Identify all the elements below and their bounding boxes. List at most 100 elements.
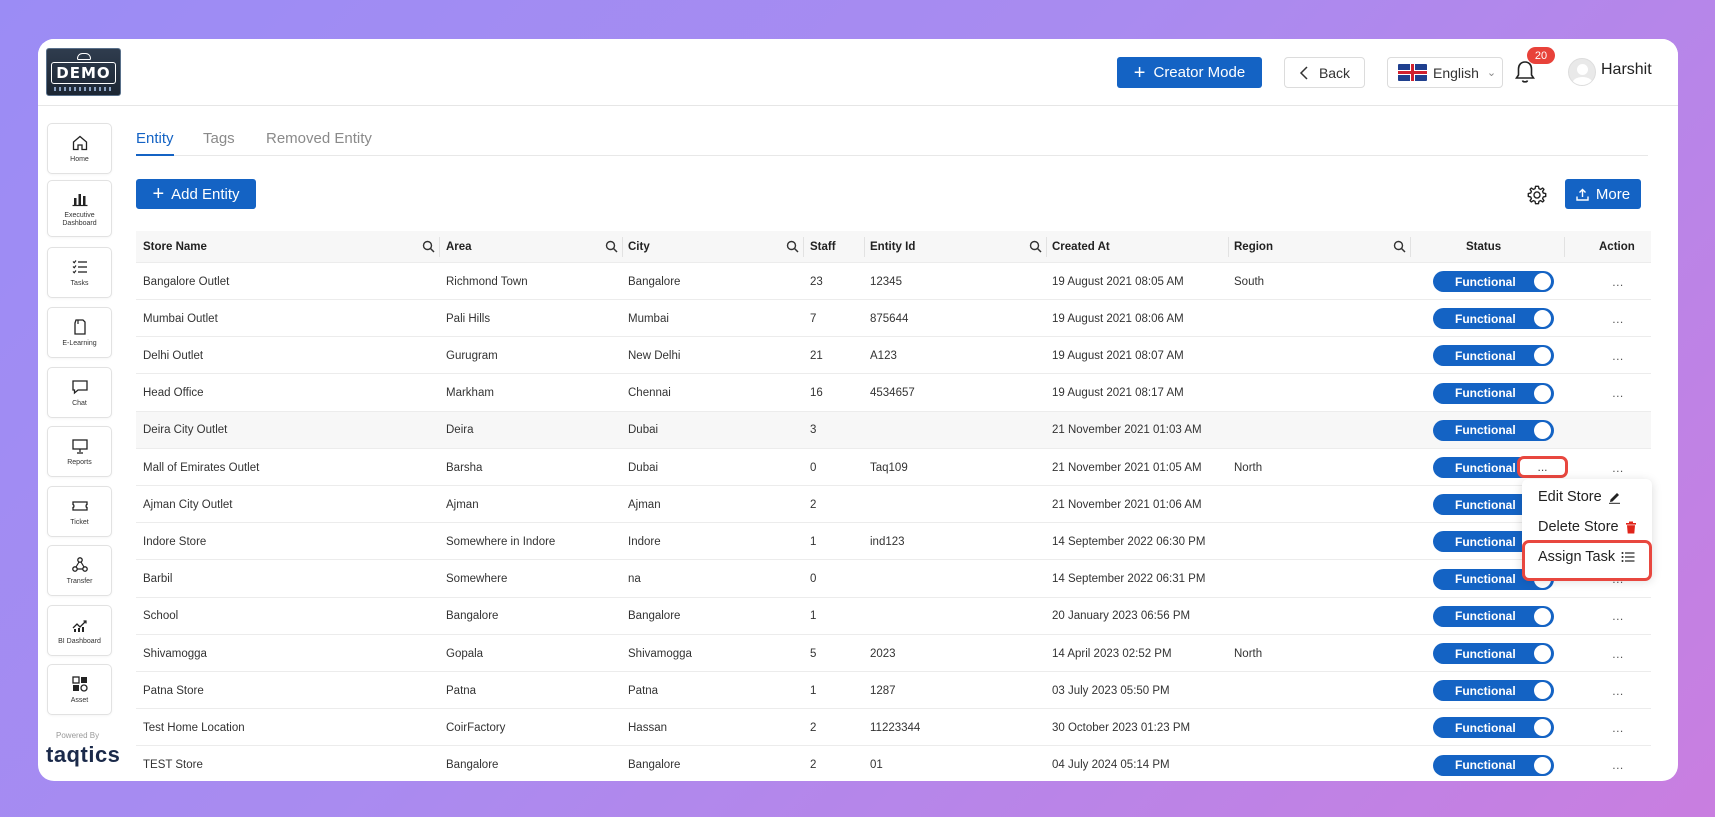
table-row[interactable]: Head Office Markham Chennai 16 4534657 19 Aug… (136, 374, 1651, 412)
notification-badge: 20 (1527, 47, 1555, 64)
status-toggle[interactable]: Functional (1433, 643, 1554, 664)
table-row[interactable]: Ajman City Outlet Ajman Ajman 2 21 November … (136, 486, 1651, 524)
row-action-button[interactable]: ... (1612, 646, 1624, 661)
row-action-button[interactable]: ... (1612, 758, 1624, 773)
cell-area: Deira (446, 424, 474, 437)
table-row[interactable]: Patna Store Patna Patna 1 1287 03 July 2023 0… (136, 672, 1651, 710)
search-icon[interactable] (786, 240, 799, 253)
column-divider (1410, 237, 1411, 257)
cell-area: Richmond Town (446, 275, 528, 288)
row-action-menu: Edit Store Delete Store Assign Task (1522, 479, 1652, 579)
tab-removed-entity[interactable]: Removed Entity (266, 130, 372, 147)
plus-icon: + (1133, 61, 1146, 84)
sidebar-item-transfer[interactable]: Transfer (47, 545, 112, 596)
status-toggle[interactable]: Functional (1433, 754, 1554, 776)
assign-task-menu-item[interactable]: Assign Task (1538, 549, 1635, 565)
cell-store-name: Indore Store (143, 535, 207, 548)
sidebar-label: BI Dashboard (58, 637, 101, 645)
status-toggle[interactable]: Functional (1433, 271, 1554, 292)
sidebar-item-reports[interactable]: Reports (47, 426, 112, 477)
cell-created-at: 14 September 2022 06:31 PM (1052, 573, 1206, 586)
row-action-button[interactable]: ... (1612, 609, 1624, 624)
cloud-icon (76, 53, 91, 60)
column-header-region[interactable]: Region (1234, 241, 1273, 253)
sidebar-item-home[interactable]: Home (47, 123, 112, 174)
search-icon[interactable] (1029, 240, 1042, 253)
row-action-button[interactable]: ... (1612, 386, 1624, 401)
table-row[interactable]: Barbil Somewhere na 0 14 September 2022 06:3… (136, 560, 1651, 598)
cell-city: Shivamogga (628, 647, 692, 660)
sidebar-item-executive-dashboard[interactable]: Executive Dashboard (47, 180, 112, 237)
table-row[interactable]: School Bangalore Bangalore 1 20 January 2023… (136, 597, 1651, 635)
row-action-button[interactable]: ... (1612, 311, 1624, 326)
status-toggle[interactable]: Functional (1433, 382, 1554, 404)
cell-staff: 23 (810, 275, 823, 288)
demo-logo[interactable]: DEMO (46, 48, 121, 96)
column-header-status[interactable]: Status (1466, 241, 1502, 253)
cell-entity-id: 1287 (870, 684, 896, 697)
tab-entity[interactable]: Entity (136, 130, 174, 147)
column-header-entity-id[interactable]: Entity Id (870, 241, 916, 253)
row-action-button[interactable]: ... (1612, 348, 1624, 363)
bell-icon[interactable] (1513, 59, 1537, 85)
gear-icon[interactable] (1526, 184, 1548, 206)
table-row[interactable]: Shivamogga Gopala Shivamogga 5 2023 14 April … (136, 635, 1651, 672)
column-header-staff[interactable]: Staff (810, 241, 836, 253)
table-row[interactable]: Indore Store Somewhere in Indore Indore 1 in… (136, 523, 1651, 561)
row-action-button[interactable]: ... (1612, 274, 1624, 289)
status-toggle[interactable]: Functional (1433, 419, 1554, 441)
more-button[interactable]: More (1565, 179, 1641, 209)
status-toggle[interactable]: Functional (1433, 717, 1554, 739)
add-entity-button[interactable]: + Add Entity (136, 179, 256, 209)
row-action-button[interactable]: ... (1612, 683, 1624, 698)
cell-city: Chennai (628, 387, 671, 400)
sidebar-item-tasks[interactable]: Tasks (47, 247, 112, 298)
column-header-created-at[interactable]: Created At (1052, 241, 1110, 253)
table-row[interactable]: Deira City Outlet Deira Dubai 3 21 November … (136, 411, 1651, 449)
column-header-store-name[interactable]: Store Name (143, 241, 207, 253)
creator-mode-button[interactable]: + Creator Mode (1117, 57, 1262, 88)
avatar[interactable] (1568, 58, 1596, 86)
cell-store-name: Barbil (143, 573, 173, 586)
status-toggle[interactable]: Functional (1433, 680, 1554, 702)
sidebar-item-asset[interactable]: Asset (47, 664, 112, 715)
status-label: Functional (1455, 609, 1516, 624)
table-row[interactable]: Test Home Location CoirFactory Hassan 2 1122… (136, 709, 1651, 747)
edit-store-menu-item[interactable]: Edit Store (1538, 489, 1621, 505)
column-header-area[interactable]: Area (446, 241, 472, 253)
row-action-button[interactable]: ... (1612, 720, 1624, 735)
sidebar-item-chat[interactable]: Chat (47, 367, 112, 418)
toggle-knob (1534, 756, 1551, 774)
row-action-button[interactable]: ... (1612, 460, 1624, 475)
sidebar-label: Reports (67, 458, 92, 466)
cell-staff: 2 (810, 721, 817, 734)
table-row[interactable]: Mumbai Outlet Pali Hills Mumbai 7 875644 19 A… (136, 300, 1651, 338)
table-row[interactable]: Delhi Outlet Gurugram New Delhi 21 A123 19 Au… (136, 337, 1651, 375)
bar-chart-icon (72, 193, 87, 206)
search-icon[interactable] (605, 240, 618, 253)
language-select[interactable]: English ⌄ (1387, 57, 1503, 88)
cell-city: Patna (628, 684, 659, 697)
cell-created-at: 14 September 2022 06:30 PM (1052, 535, 1206, 548)
table-row[interactable]: Bangalore Outlet Richmond Town Bangalore 23… (136, 263, 1651, 300)
table-row[interactable]: TEST Store Bangalore Bangalore 2 01 04 July 2… (136, 746, 1651, 781)
delete-store-menu-item[interactable]: Delete Store (1538, 519, 1637, 535)
column-header-city[interactable]: City (628, 241, 650, 253)
back-button[interactable]: Back (1284, 57, 1365, 88)
status-toggle[interactable]: Functional (1433, 345, 1554, 367)
sidebar-item-e-learning[interactable]: E-Learning (47, 307, 112, 358)
sidebar-item-ticket[interactable]: Ticket (47, 486, 112, 537)
row-action-button-focused[interactable]: ... (1517, 456, 1568, 478)
username[interactable]: Harshit (1601, 61, 1652, 78)
status-label: Functional (1455, 572, 1516, 587)
tab-tags[interactable]: Tags (203, 130, 235, 147)
cell-store-name: Patna Store (143, 684, 204, 697)
search-icon[interactable] (422, 240, 435, 253)
table-row[interactable]: Mall of Emirates Outlet Barsha Dubai 0 Taq10… (136, 449, 1651, 486)
search-icon[interactable] (1393, 240, 1406, 253)
status-toggle[interactable]: Functional (1433, 605, 1554, 627)
edit-store-label: Edit Store (1538, 489, 1602, 505)
status-toggle[interactable]: Functional (1433, 308, 1554, 330)
sidebar-item-bi-dashboard[interactable]: BI Dashboard (47, 605, 112, 656)
status-label: Functional (1455, 460, 1516, 475)
